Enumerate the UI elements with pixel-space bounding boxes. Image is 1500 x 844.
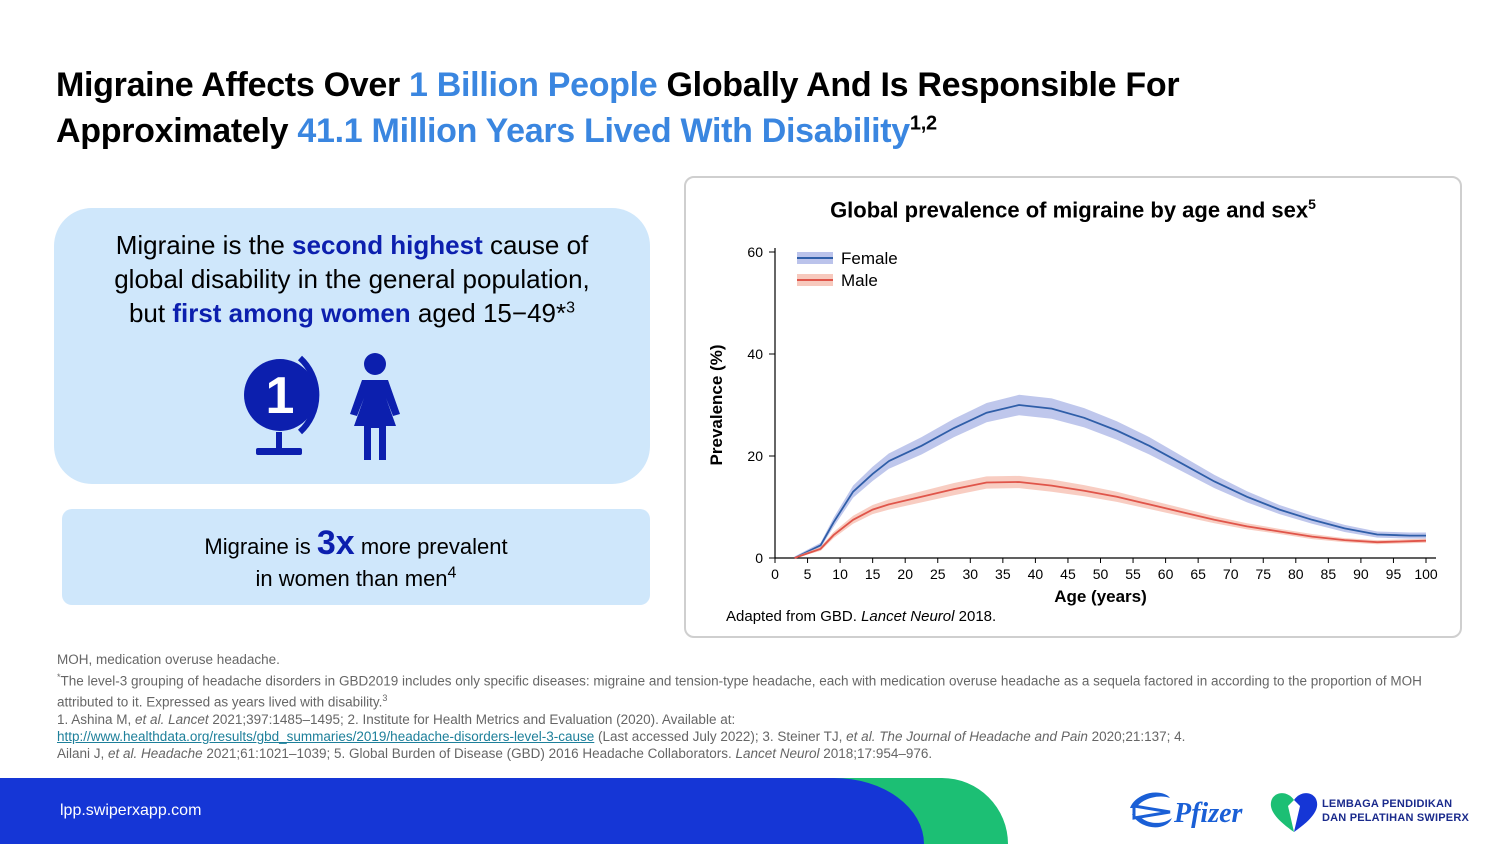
box1-superscript: 3 (566, 299, 576, 317)
box2-big-number: 3x (316, 524, 355, 562)
ref1-italic: et al. Lancet (135, 712, 209, 727)
lpp-logo-text: LEMBAGA PENDIDIKAN DAN PELATIHAN SWIPERX (1322, 797, 1469, 825)
legend-label-female: Female (841, 249, 898, 268)
box2-line2: in women than men (255, 566, 448, 591)
series-line-male (794, 481, 1427, 559)
box1-line3-c: aged 15−49* (410, 298, 567, 328)
x-tick-label: 50 (1093, 566, 1109, 582)
lpp-line2: DAN PELATIHAN SWIPERX (1322, 812, 1470, 824)
prevalence-comparison-box: Migraine is 3x more prevalent in women t… (62, 509, 650, 605)
prevalence-chart: 0 20 40 60 0 5 10 15 20 25 30 35 40 45 50 55 60 65 70 75 80 8… (707, 244, 1438, 606)
ref2-a: (Last accessed July 2022); 3. Steiner TJ… (594, 729, 847, 744)
x-tick-label: 100 (1414, 566, 1438, 582)
x-tick-label: 75 (1255, 566, 1271, 582)
box2-text-b: more prevalent (354, 534, 508, 559)
x-tick-label: 0 (771, 566, 779, 582)
footnote-star-text: The level-3 grouping of headache disorde… (57, 673, 1422, 710)
x-tick-label: 85 (1321, 566, 1337, 582)
footnote-references: 1. Ashina M, et al. Lancet 2021;397:1485… (57, 711, 1457, 762)
second-highest-cause-box: Migraine is the second highest cause of … (54, 208, 650, 484)
x-tick-label: 15 (865, 566, 881, 582)
ref3-italic-2: Lancet Neurol (735, 746, 820, 761)
ref3-a: Ailani J, (57, 746, 109, 761)
ref3-italic-1: et al. Headache (108, 746, 203, 761)
x-tick-label: 20 (897, 566, 913, 582)
x-tick-label: 55 (1125, 566, 1141, 582)
title-highlight-1: 1 Billion People (409, 66, 658, 104)
ref2-b: 2020;21:137; 4. (1087, 729, 1186, 744)
source-text-a: Adapted from GBD. (726, 608, 862, 625)
chart-title-superscript: 5 (1308, 196, 1316, 212)
ref3-b: 2021;61:1021–1039; 5. Global Burden of D… (202, 746, 736, 761)
woman-icon (350, 353, 400, 460)
legend-label-male: Male (841, 271, 878, 290)
x-tick-label: 25 (930, 566, 946, 582)
footnote-star: *The level-3 grouping of headache disord… (57, 669, 1457, 710)
x-tick-label: 45 (1060, 566, 1076, 582)
footer-bar: lpp.swiperxapp.com (0, 778, 1500, 844)
pfizer-logo-text: Pfizer (1173, 798, 1244, 829)
footer-url[interactable]: lpp.swiperxapp.com (60, 802, 202, 819)
ref2-italic: et al. The Journal of Headache and Pain (846, 729, 1088, 744)
pfizer-logo: Pfizer (1130, 792, 1244, 829)
series-band-female (794, 394, 1426, 558)
title-superscript: 1,2 (909, 112, 937, 135)
series-line-female (794, 404, 1426, 559)
box2-text: Migraine is 3x more prevalent in women t… (62, 524, 650, 595)
title-text-1: Migraine Affects Over (56, 66, 410, 104)
icon-number: 1 (266, 367, 295, 425)
box1-line3-a: but (128, 298, 173, 328)
chart-source: Adapted from GBD. Lancet Neurol 2018. (726, 608, 996, 625)
ref1-a: 1. Ashina M, (57, 712, 136, 727)
title-text-3: Approximately (56, 112, 298, 150)
x-tick-label: 70 (1223, 566, 1239, 582)
x-tick-label: 60 (1158, 566, 1174, 582)
box1-text: Migraine is the second highest cause of … (54, 228, 650, 330)
footnote-abbreviation: MOH, medication overuse headache. (57, 652, 280, 667)
box1-line1-c: cause of (482, 230, 589, 260)
footnote-star-mark: * (57, 672, 61, 682)
x-axis-label: Age (years) (1054, 587, 1147, 606)
x-tick-label: 5 (804, 566, 812, 582)
swiperx-heart-logo (1270, 793, 1318, 832)
x-tick-label: 30 (963, 566, 979, 582)
y-tick-label: 0 (755, 550, 763, 566)
y-axis-label: Prevalence (%) (707, 345, 726, 466)
box1-line3-bold: first among women (172, 298, 411, 328)
globe-number-one-icon: 1 (244, 355, 320, 455)
footnote-star-sup: 3 (382, 692, 388, 703)
chart-title-text: Global prevalence of migraine by age and… (830, 197, 1309, 223)
icon-group: 1 (244, 353, 400, 460)
box1-line1-a: Migraine is the (115, 230, 293, 260)
source-text-b: 2018. (954, 608, 997, 625)
y-tick-label: 20 (747, 448, 763, 464)
page-title: Migraine Affects Over 1 Billion People G… (56, 62, 1456, 154)
x-tick-label: 65 (1190, 566, 1206, 582)
title-text-2: Globally And Is Responsible For (657, 66, 1180, 104)
footnotes: MOH, medication overuse headache. *The l… (57, 651, 1457, 763)
footer-blue-stripe (0, 778, 924, 844)
x-tick-label: 80 (1288, 566, 1304, 582)
x-tick-label: 10 (832, 566, 848, 582)
lpp-line1: LEMBAGA PENDIDIKAN (1322, 798, 1453, 810)
y-tick-label: 60 (747, 244, 763, 260)
source-journal: Lancet Neurol (861, 608, 955, 625)
box1-line1-bold: second highest (292, 230, 483, 260)
ref3-c: 2018;17:954–976. (819, 746, 933, 761)
x-tick-label: 95 (1386, 566, 1402, 582)
box2-superscript: 4 (447, 564, 457, 582)
chart-title: Global prevalence of migraine by age and… (686, 196, 1460, 223)
ref1-b: 2021;397:1485–1495; 2. Institute for Hea… (208, 712, 736, 727)
y-tick-label: 40 (747, 346, 763, 362)
x-tick-label: 35 (995, 566, 1011, 582)
box1-line2: global disability in the general populat… (114, 264, 590, 294)
series-band-male (794, 475, 1426, 558)
chart-panel: Global prevalence of migraine by age and… (684, 176, 1462, 638)
box2-text-a: Migraine is (204, 534, 317, 559)
x-tick-label: 90 (1353, 566, 1369, 582)
x-tick-label: 40 (1028, 566, 1044, 582)
reference-link[interactable]: http://www.healthdata.org/results/gbd_su… (57, 729, 595, 744)
title-highlight-2: 41.1 Million Years Lived With Disability (297, 112, 910, 150)
